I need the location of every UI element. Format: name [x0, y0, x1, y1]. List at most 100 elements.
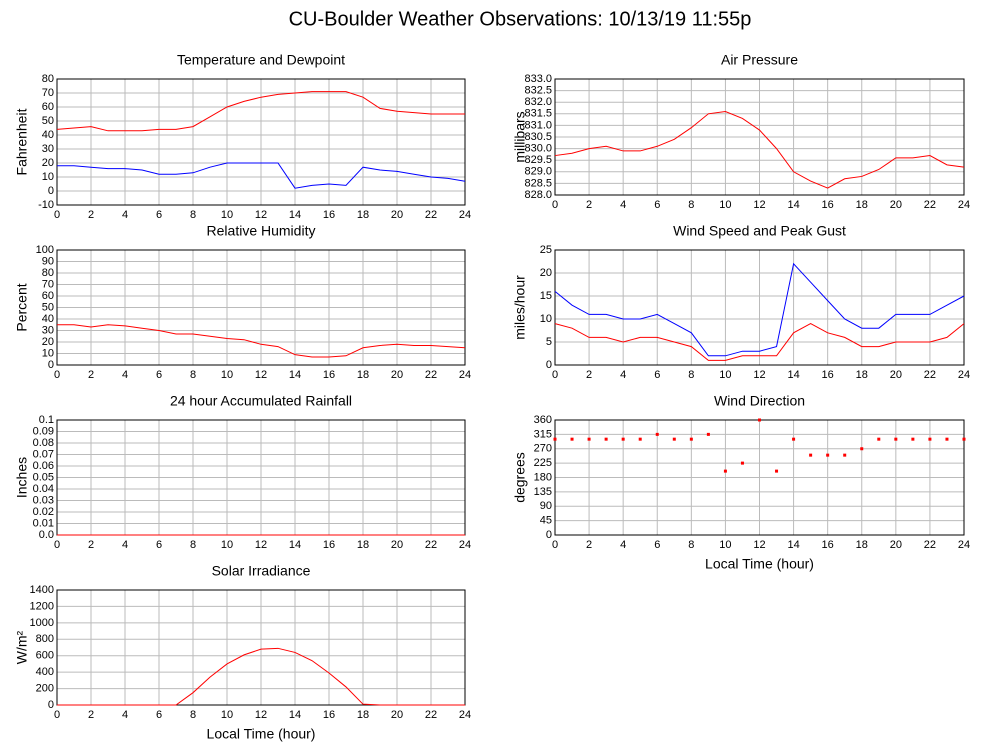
chart-title: Air Pressure	[721, 52, 798, 68]
x-tick-label: 22	[924, 199, 936, 211]
x-tick-label: 0	[54, 539, 60, 551]
x-tick-label: 18	[357, 369, 369, 381]
x-tick-label: 0	[552, 539, 558, 551]
y-tick-label: 70	[42, 87, 54, 99]
y-tick-label: 0.03	[33, 494, 54, 506]
y-axis-label: Fahrenheit	[14, 108, 30, 175]
y-tick-label: 90	[540, 500, 552, 512]
y-tick-label: 0	[48, 699, 54, 711]
y-tick-label: 315	[534, 428, 552, 440]
y-tick-label: 400	[36, 666, 54, 678]
y-tick-label: 831.0	[524, 119, 552, 131]
x-tick-label: 6	[654, 369, 660, 381]
y-tick-label: 830.5	[524, 131, 552, 143]
y-axis-label: W/m²	[14, 630, 30, 664]
x-tick-label: 16	[323, 209, 335, 221]
y-tick-label: 20	[540, 267, 552, 279]
data-point	[587, 437, 591, 441]
x-tick-label: 2	[586, 369, 592, 381]
y-tick-label: 830.0	[524, 143, 552, 155]
y-tick-label: 0.07	[33, 448, 54, 460]
x-tick-label: 24	[958, 369, 970, 381]
x-tick-label: 24	[958, 539, 970, 551]
x-tick-label: 14	[787, 199, 799, 211]
x-tick-label: 8	[688, 199, 694, 211]
plot-frame	[554, 249, 965, 366]
x-tick-label: 24	[459, 369, 471, 381]
x-tick-label: 12	[753, 539, 765, 551]
y-tick-label: 600	[36, 650, 54, 662]
data-point	[860, 447, 864, 451]
y-tick-label: 90	[42, 255, 54, 267]
data-point	[553, 437, 557, 441]
y-tick-label: 60	[42, 101, 54, 113]
y-tick-label: -10	[38, 199, 54, 211]
data-point	[655, 432, 659, 436]
y-tick-label: 829.5	[524, 154, 552, 166]
data-line	[57, 324, 466, 358]
x-tick-label: 14	[289, 209, 301, 221]
y-axis-label: millibars	[512, 111, 528, 162]
x-tick-label: 10	[221, 539, 233, 551]
x-tick-label: 2	[88, 369, 94, 381]
plot-frame	[554, 78, 965, 196]
data-point	[775, 469, 779, 473]
y-tick-label: 45	[540, 515, 552, 527]
y-tick-label: 0.04	[33, 483, 54, 495]
data-point	[945, 437, 949, 441]
x-tick-label: 8	[190, 539, 196, 551]
x-tick-label: 2	[586, 199, 592, 211]
x-tick-label: 18	[357, 539, 369, 551]
x-tick-label: 12	[753, 369, 765, 381]
plot-frame	[56, 589, 466, 706]
x-tick-label: 14	[787, 539, 799, 551]
x-tick-label: 22	[425, 709, 437, 721]
y-tick-label: 50	[42, 115, 54, 127]
y-tick-label: 0.1	[39, 414, 54, 426]
chart-title: Wind Direction	[714, 393, 805, 409]
x-tick-label: 24	[459, 709, 471, 721]
y-tick-label: 0	[48, 185, 54, 197]
data-point	[621, 437, 625, 441]
x-tick-label: 22	[425, 539, 437, 551]
y-tick-label: 0.06	[33, 460, 54, 472]
y-tick-label: 10	[42, 171, 54, 183]
y-tick-label: 100	[36, 244, 54, 256]
x-tick-label: 10	[221, 709, 233, 721]
x-tick-label: 20	[391, 539, 403, 551]
x-tick-label: 18	[856, 539, 868, 551]
data-point	[962, 437, 966, 441]
y-tick-label: 0.09	[33, 425, 54, 437]
y-axis-label: degrees	[512, 452, 528, 503]
x-tick-label: 18	[357, 209, 369, 221]
y-tick-label: 1400	[30, 584, 54, 596]
chart-title: Temperature and Dewpoint	[177, 52, 345, 68]
x-tick-label: 18	[357, 709, 369, 721]
chart-title: 24 hour Accumulated Rainfall	[170, 393, 352, 409]
y-tick-label: 1000	[30, 617, 54, 629]
chart-title: Wind Speed and Peak Gust	[673, 223, 846, 239]
x-tick-label: 16	[323, 709, 335, 721]
y-tick-label: 5	[546, 336, 552, 348]
data-point	[911, 437, 915, 441]
y-tick-label: 0.05	[33, 471, 54, 483]
y-tick-label: 0.01	[33, 517, 54, 529]
x-tick-label: 0	[552, 369, 558, 381]
x-tick-label: 4	[122, 709, 128, 721]
y-tick-label: 828.5	[524, 177, 552, 189]
x-tick-label: 22	[924, 369, 936, 381]
y-tick-label: 80	[42, 267, 54, 279]
x-tick-label: 4	[620, 539, 626, 551]
x-tick-label: 4	[620, 199, 626, 211]
data-point	[638, 437, 642, 441]
x-tick-label: 12	[255, 539, 267, 551]
y-axis-label: Percent	[14, 283, 30, 331]
x-tick-label: 12	[255, 369, 267, 381]
y-tick-label: 60	[42, 290, 54, 302]
x-tick-label: 12	[753, 199, 765, 211]
x-tick-label: 10	[221, 209, 233, 221]
y-tick-label: 10	[42, 347, 54, 359]
y-tick-label: 30	[42, 143, 54, 155]
data-point	[792, 437, 796, 441]
x-tick-label: 16	[822, 539, 834, 551]
